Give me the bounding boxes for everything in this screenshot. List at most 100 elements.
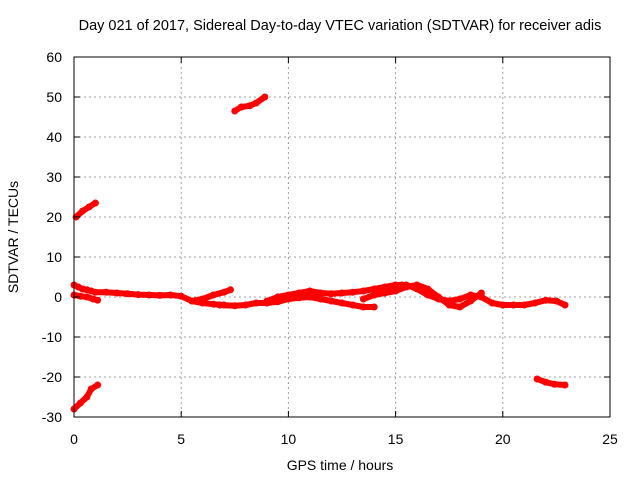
data-point (216, 301, 224, 309)
data-point (242, 301, 249, 309)
grid-lines (74, 57, 610, 417)
plot-frame (73, 56, 611, 418)
data-point (338, 299, 346, 307)
data-point (263, 297, 271, 305)
data-point (87, 385, 95, 393)
x-tick-label: 5 (177, 431, 185, 447)
series-arc-3 (188, 286, 234, 305)
y-tick-label: 40 (46, 129, 62, 145)
data-point (274, 293, 282, 301)
data-point (467, 291, 475, 299)
data-point (550, 380, 558, 388)
x-tick-label: 15 (388, 431, 404, 447)
y-tick-label: 10 (46, 249, 62, 265)
data-point (227, 286, 234, 294)
y-tick-label: 20 (46, 209, 62, 225)
data-point (520, 301, 528, 309)
data-point (370, 285, 378, 293)
series-arc-5 (263, 281, 406, 305)
data-point (91, 288, 99, 296)
data-point (552, 297, 560, 305)
data-point (295, 289, 303, 297)
data-point (76, 399, 84, 407)
data-point (370, 303, 378, 311)
y-tick-label: -20 (42, 369, 62, 385)
y-tick-label: 0 (54, 289, 62, 305)
data-point (85, 203, 93, 211)
y-tick-label: 50 (46, 89, 62, 105)
series-arc-10 (70, 381, 102, 413)
series-arc-9 (231, 93, 269, 115)
data-point (94, 381, 102, 389)
x-axis-label: GPS time / hours (287, 457, 394, 473)
data-point (246, 102, 254, 110)
series-arc-7 (402, 281, 569, 309)
data-point (542, 378, 550, 386)
series-arc-4 (216, 293, 378, 311)
data-point (220, 288, 228, 296)
y-tick-label: 30 (46, 169, 62, 185)
data-point (102, 288, 110, 296)
data-point (317, 295, 325, 303)
data-point (124, 290, 132, 298)
data-point (177, 292, 185, 300)
chart-title: Day 021 of 2017, Sidereal Day-to-day VTE… (79, 18, 602, 34)
data-point (76, 292, 84, 300)
series-trace (534, 376, 568, 388)
data-point (381, 289, 389, 297)
y-tick-label: -10 (42, 329, 62, 345)
x-tick-label: 10 (281, 431, 297, 447)
data-point (317, 289, 325, 297)
data-point (83, 293, 91, 301)
data-point (488, 299, 496, 307)
data-point (359, 303, 367, 311)
data-point (113, 289, 121, 297)
data-point (327, 297, 335, 305)
x-tick-label: 20 (495, 431, 511, 447)
data-point (359, 287, 367, 295)
data-point (231, 107, 239, 115)
data-point (94, 296, 102, 304)
y-tick-label: -30 (42, 409, 62, 425)
series-arc-1 (70, 281, 228, 309)
data-point (349, 301, 357, 309)
data-point (561, 301, 569, 309)
axis-ticks: 0 5 10 15 20 25 -30 -20 -10 0 10 20 30 40 50 60 (42, 49, 618, 447)
data-point (542, 296, 550, 304)
data-point (188, 297, 196, 305)
data-point (477, 293, 485, 301)
data-points (70, 93, 569, 413)
data-point (402, 281, 410, 289)
data-point (209, 291, 217, 299)
data-point (231, 302, 239, 310)
data-point (561, 381, 569, 389)
series-arc-2 (70, 291, 102, 304)
data-point (167, 291, 174, 299)
y-axis-label: SDTVAR / TECUs (5, 181, 21, 293)
data-point (306, 287, 314, 295)
x-tick-label: 25 (602, 431, 618, 447)
data-point (349, 288, 357, 296)
data-point (467, 297, 475, 305)
data-point (145, 291, 153, 299)
data-point (134, 291, 142, 299)
data-point (252, 99, 260, 107)
data-point (261, 93, 269, 101)
x-tick-label: 0 (70, 431, 78, 447)
data-point (199, 295, 207, 303)
data-point (79, 207, 87, 215)
data-point (392, 287, 400, 295)
data-point (445, 297, 453, 305)
data-point (252, 299, 260, 307)
data-point (456, 295, 464, 303)
data-point (83, 393, 91, 401)
data-point (510, 301, 517, 309)
data-point (370, 291, 378, 299)
series-trace (403, 282, 568, 308)
y-tick-label: 60 (46, 49, 62, 65)
data-point (381, 283, 389, 291)
data-point (306, 293, 314, 301)
data-point (156, 291, 164, 299)
data-point (327, 290, 335, 298)
